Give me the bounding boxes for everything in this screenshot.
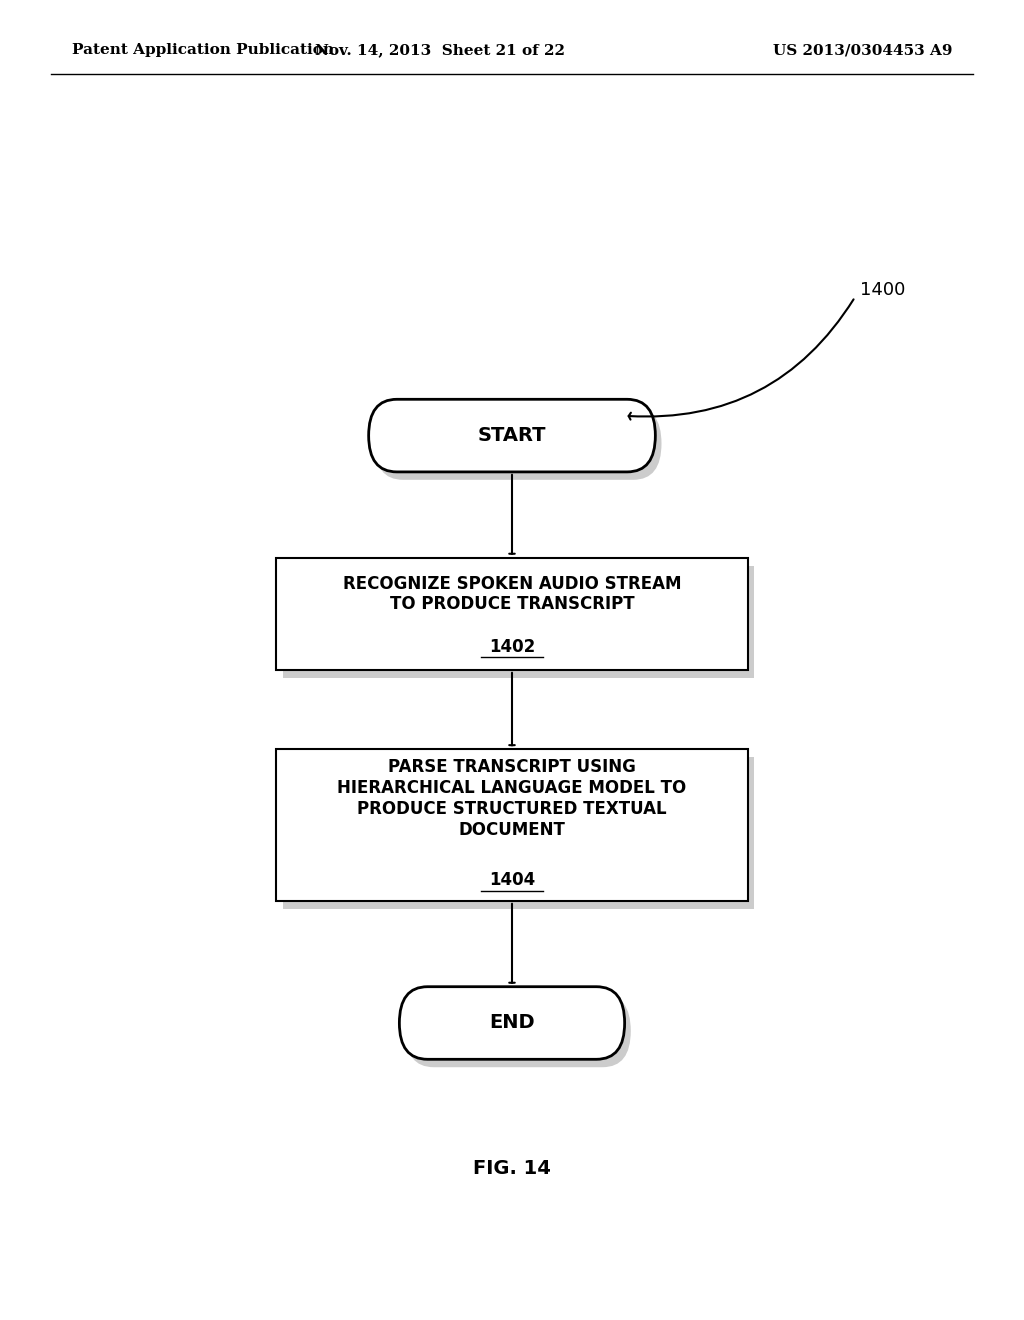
Text: 1404: 1404 [488, 871, 536, 890]
Text: Nov. 14, 2013  Sheet 21 of 22: Nov. 14, 2013 Sheet 21 of 22 [315, 44, 565, 57]
Text: FIG. 14: FIG. 14 [473, 1159, 551, 1177]
FancyBboxPatch shape [375, 407, 662, 479]
Text: Patent Application Publication: Patent Application Publication [72, 44, 334, 57]
Text: END: END [489, 1014, 535, 1032]
Text: START: START [478, 426, 546, 445]
FancyBboxPatch shape [369, 399, 655, 471]
FancyBboxPatch shape [276, 750, 748, 900]
Text: US 2013/0304453 A9: US 2013/0304453 A9 [773, 44, 952, 57]
FancyBboxPatch shape [283, 758, 754, 908]
Text: RECOGNIZE SPOKEN AUDIO STREAM
TO PRODUCE TRANSCRIPT: RECOGNIZE SPOKEN AUDIO STREAM TO PRODUCE… [343, 574, 681, 614]
Text: PARSE TRANSCRIPT USING
HIERARCHICAL LANGUAGE MODEL TO
PRODUCE STRUCTURED TEXTUAL: PARSE TRANSCRIPT USING HIERARCHICAL LANG… [337, 759, 687, 838]
Text: 1400: 1400 [860, 281, 905, 300]
Text: 1402: 1402 [488, 638, 536, 656]
FancyBboxPatch shape [399, 987, 625, 1059]
FancyBboxPatch shape [283, 565, 754, 678]
FancyBboxPatch shape [276, 557, 748, 671]
FancyBboxPatch shape [406, 995, 631, 1067]
